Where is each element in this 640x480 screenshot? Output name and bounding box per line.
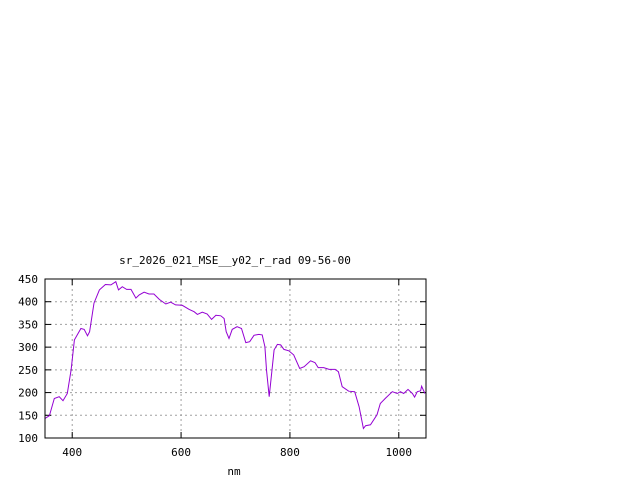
chart-title: sr_2026_021_MSE__y02_r_rad 09-56-00 (119, 254, 351, 267)
y-tick-label: 450 (18, 273, 38, 286)
y-tick-label: 100 (18, 432, 38, 445)
y-tick-label: 400 (18, 296, 38, 309)
x-axis-label: nm (227, 465, 241, 478)
y-tick-label: 300 (18, 341, 38, 354)
x-tick-label: 1000 (386, 446, 413, 459)
series-line (44, 280, 426, 430)
y-tick-label: 150 (18, 409, 38, 422)
plot-border (44, 278, 427, 439)
x-tick-label: 800 (280, 446, 300, 459)
y-tick-label: 200 (18, 387, 38, 400)
x-tick-label: 600 (171, 446, 191, 459)
x-axis: 400 600 800 1000 (62, 279, 412, 459)
y-axis: 100 150 200 250 300 350 400 450 (18, 273, 426, 445)
y-tick-label: 350 (18, 318, 38, 331)
x-tick-label: 400 (62, 446, 82, 459)
grid (45, 279, 426, 438)
y-tick-label: 250 (18, 364, 38, 377)
